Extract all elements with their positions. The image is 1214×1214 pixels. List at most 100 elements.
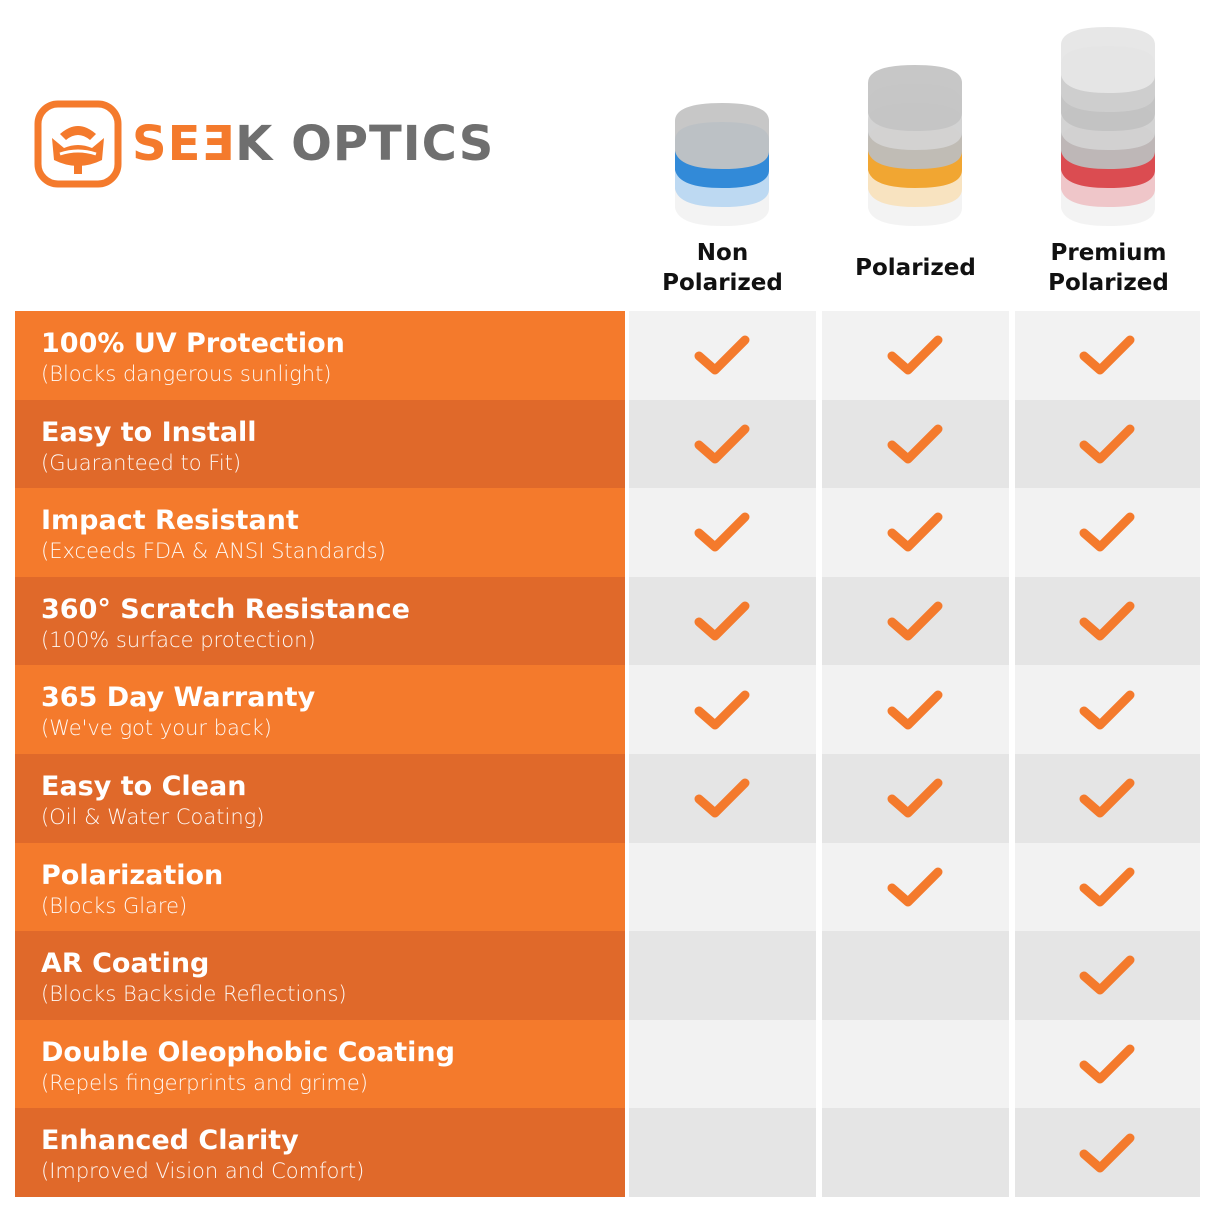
checkmark-icon — [887, 424, 942, 464]
checkmark-icon — [1079, 867, 1134, 907]
feature-subtitle: (100% surface protection) — [41, 627, 316, 652]
feature-title: 365 Day Warranty — [41, 682, 316, 714]
blue-lens-stack-icon — [675, 103, 769, 226]
feature-title: 360° Scratch Resistance — [41, 593, 410, 625]
check-cell — [1015, 842, 1200, 932]
checkmark-icon — [887, 690, 942, 730]
checkmark-icon — [1079, 1133, 1134, 1173]
check-cell — [629, 842, 816, 932]
feature-row: Enhanced Clarity (Improved Vision and Co… — [15, 1108, 1200, 1197]
checkmark-icon — [887, 778, 942, 818]
check-cell — [1015, 576, 1200, 666]
checkmark-icon — [694, 601, 749, 641]
checkmark-icon — [694, 690, 749, 730]
feature-title: Easy to Install — [41, 416, 257, 448]
check-cell — [1015, 311, 1200, 400]
feature-label: Double Oleophobic Coating (Repels finger… — [15, 1019, 625, 1109]
feature-title: Polarization — [41, 859, 224, 891]
checkmark-icon — [1079, 690, 1134, 730]
checkmark-icon — [1079, 778, 1134, 818]
feature-row: Easy to Clean (Oil & Water Coating) — [15, 754, 1200, 843]
feature-row: 360° Scratch Resistance (100% surface pr… — [15, 576, 1200, 666]
check-cell — [822, 1019, 1009, 1109]
feature-label: Impact Resistant (Exceeds FDA & ANSI Sta… — [15, 488, 625, 577]
feature-row: AR Coating (Blocks Backside Reflections) — [15, 931, 1200, 1020]
check-cell — [822, 399, 1009, 489]
feature-label: 360° Scratch Resistance (100% surface pr… — [15, 576, 625, 666]
feature-row: Polarization (Blocks Glare) — [15, 842, 1200, 932]
check-cell — [822, 931, 1009, 1020]
feature-row: Double Oleophobic Coating (Repels finger… — [15, 1019, 1200, 1109]
checkmark-icon — [887, 512, 942, 552]
feature-subtitle: (Repels fingerprints and grime) — [41, 1070, 368, 1095]
feature-label: Easy to Install (Guaranteed to Fit) — [15, 399, 625, 489]
check-cell — [1015, 1108, 1200, 1197]
check-cell — [629, 399, 816, 489]
yellow-lens-stack-icon — [868, 65, 962, 226]
check-cell — [822, 754, 1009, 843]
lens-layer — [675, 103, 769, 169]
checkmark-icon — [1079, 955, 1134, 995]
feature-title: Double Oleophobic Coating — [41, 1036, 455, 1068]
checkmark-icon — [694, 512, 749, 552]
lens-layer — [1061, 27, 1155, 93]
feature-label: Enhanced Clarity (Improved Vision and Co… — [15, 1108, 625, 1197]
checkmark-icon — [694, 424, 749, 464]
check-cell — [629, 931, 816, 1020]
check-cell — [1015, 1019, 1200, 1109]
checkmark-icon — [887, 601, 942, 641]
feature-label: 365 Day Warranty (We've got your back) — [15, 665, 625, 754]
check-cell — [629, 488, 816, 577]
checkmark-icon — [887, 867, 942, 907]
check-cell — [629, 1108, 816, 1197]
check-cell — [629, 754, 816, 843]
feature-subtitle: (We've got your back) — [41, 716, 272, 741]
check-cell — [822, 488, 1009, 577]
check-cell — [822, 576, 1009, 666]
checkmark-icon — [887, 335, 942, 375]
checkmark-icon — [694, 335, 749, 375]
checkmark-icon — [1079, 512, 1134, 552]
feature-label: 100% UV Protection (Blocks dangerous sun… — [15, 311, 625, 400]
checkmark-icon — [1079, 335, 1134, 375]
check-cell — [1015, 399, 1200, 489]
feature-row: Easy to Install (Guaranteed to Fit) — [15, 399, 1200, 489]
feature-title: Enhanced Clarity — [41, 1125, 299, 1157]
feature-label: AR Coating (Blocks Backside Reflections) — [15, 931, 625, 1020]
feature-subtitle: (Blocks dangerous sunlight) — [41, 362, 332, 386]
feature-title: Impact Resistant — [41, 505, 299, 537]
feature-subtitle: (Blocks Glare) — [41, 893, 188, 918]
check-cell — [629, 665, 816, 754]
feature-subtitle: (Improved Vision and Comfort) — [41, 1159, 365, 1184]
check-cell — [822, 842, 1009, 932]
logo-mask-icon — [34, 100, 122, 188]
brand-name: SEƎK OPTICS — [132, 116, 495, 172]
feature-title: AR Coating — [41, 948, 210, 980]
check-cell — [1015, 754, 1200, 843]
feature-subtitle: (Blocks Backside Reflections) — [41, 982, 347, 1007]
feature-row: 100% UV Protection (Blocks dangerous sun… — [15, 311, 1200, 400]
feature-title: 100% UV Protection — [41, 328, 345, 359]
check-cell — [1015, 931, 1200, 1020]
checkmark-icon — [694, 778, 749, 818]
feature-subtitle: (Guaranteed to Fit) — [41, 450, 242, 475]
check-cell — [629, 1019, 816, 1109]
column-header-3: Premium Polarized — [1048, 239, 1169, 296]
check-cell — [629, 311, 816, 400]
red-lens-stack-icon — [1061, 27, 1155, 226]
seek-optics-logo: SEƎK OPTICS — [34, 100, 494, 188]
check-cell — [1015, 665, 1200, 754]
check-cell — [629, 576, 816, 666]
check-cell — [1015, 488, 1200, 577]
feature-label: Easy to Clean (Oil & Water Coating) — [15, 754, 625, 843]
feature-subtitle: (Oil & Water Coating) — [41, 805, 265, 829]
check-cell — [822, 311, 1009, 400]
feature-label: Polarization (Blocks Glare) — [15, 842, 625, 932]
checkmark-icon — [1079, 1044, 1134, 1084]
check-cell — [822, 1108, 1009, 1197]
column-header-1: Non Polarized — [662, 239, 783, 296]
feature-row: Impact Resistant (Exceeds FDA & ANSI Sta… — [15, 488, 1200, 577]
checkmark-icon — [1079, 424, 1134, 464]
checkmark-icon — [1079, 601, 1134, 641]
feature-row: 365 Day Warranty (We've got your back) — [15, 665, 1200, 754]
